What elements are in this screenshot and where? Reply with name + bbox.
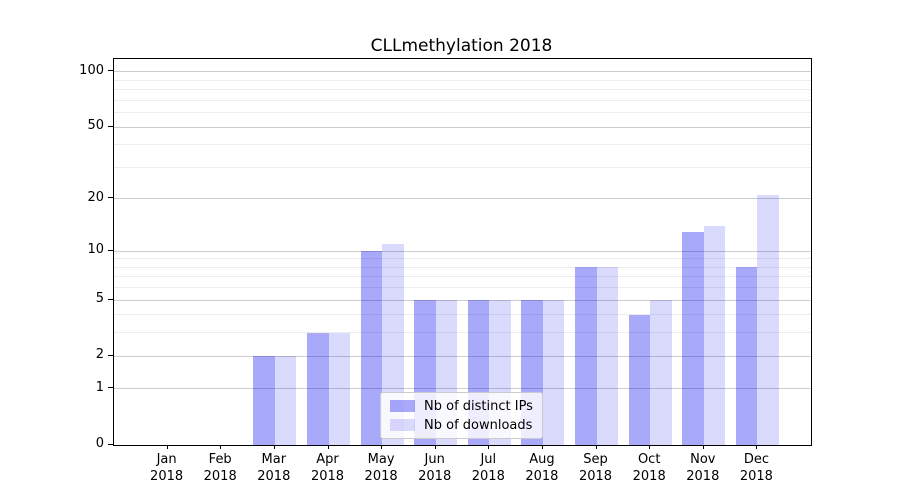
gridline-minor [114, 258, 811, 260]
y-tick-mark [108, 249, 113, 251]
bar-downloads-oct [650, 300, 672, 445]
y-tick-label: 0 [95, 436, 104, 451]
gridline-major [114, 126, 811, 128]
y-tick-mark [108, 354, 113, 356]
bar-distinct-ips-mar [253, 356, 275, 445]
y-tick-label: 1 [95, 379, 104, 395]
gridline-minor [114, 99, 811, 101]
bar-downloads-apr [328, 332, 350, 445]
legend-item: Nb of downloads [390, 417, 533, 433]
bar-distinct-ips-sep [575, 267, 597, 445]
bar-distinct-ips-dec [735, 267, 758, 445]
legend-swatch-downloads [390, 419, 415, 431]
bar-distinct-ips-apr [307, 332, 329, 445]
gridline-minor [114, 166, 811, 168]
y-tick-label: 50 [87, 118, 104, 133]
bar-distinct-ips-may [360, 251, 383, 445]
x-tick-mark [541, 445, 543, 449]
y-tick-mark [108, 443, 113, 445]
gridline-major [114, 299, 811, 301]
gridline-minor [114, 89, 811, 90]
gridline-minor [114, 332, 811, 334]
y-tick-mark [108, 70, 113, 72]
gridline-minor [114, 276, 811, 278]
gridline-minor [114, 112, 811, 113]
x-tick-label: Apr 2018 [310, 452, 345, 484]
x-tick-mark [649, 445, 651, 449]
bar-distinct-ips-oct [628, 314, 651, 445]
y-tick-mark [108, 298, 113, 300]
y-tick-label: 100 [79, 62, 104, 78]
bar-downloads-aug [542, 300, 565, 445]
x-tick-mark [488, 445, 490, 449]
bar-downloads-nov [703, 226, 726, 445]
gridline-minor [114, 314, 811, 316]
y-tick-mark [108, 197, 113, 199]
legend-label-distinct-ips: Nb of distinct IPs [424, 398, 533, 414]
x-tick-label: Aug 2018 [525, 452, 559, 484]
gridline-minor [114, 287, 811, 289]
gridline-minor [114, 79, 811, 81]
x-tick-label: Oct 2018 [632, 452, 666, 484]
y-tick-label: 10 [87, 242, 104, 257]
x-tick-label: Jan 2018 [150, 452, 184, 484]
y-tick-label: 5 [95, 291, 104, 307]
x-tick-mark [166, 445, 168, 449]
x-tick-mark [273, 445, 275, 449]
bar-distinct-ips-nov [682, 231, 704, 445]
chart-title: CLLmethylation 2018 [370, 36, 553, 56]
x-tick-label: Jul 2018 [471, 452, 505, 484]
legend-item: Nb of distinct IPs [390, 398, 533, 414]
bar-downloads-dec [757, 195, 779, 445]
x-tick-label: Dec 2018 [739, 452, 773, 484]
x-tick-mark [434, 445, 436, 449]
y-tick-mark [108, 387, 113, 389]
x-tick-mark [595, 445, 597, 449]
x-tick-label: Mar 2018 [257, 452, 291, 484]
plot-area [113, 58, 812, 446]
gridline-major [114, 71, 811, 73]
gridline-major [114, 388, 811, 390]
x-tick-mark [702, 445, 704, 449]
x-tick-label: Nov 2018 [686, 452, 720, 484]
x-tick-mark [381, 445, 383, 449]
x-tick-label: Sep 2018 [578, 452, 613, 484]
gridline-major [114, 198, 811, 200]
gridline-minor [114, 144, 811, 146]
x-tick-mark [756, 445, 758, 449]
bar-downloads-mar [274, 356, 297, 445]
x-tick-label: Feb 2018 [203, 452, 237, 484]
y-tick-mark [108, 125, 113, 127]
legend-swatch-distinct-ips [390, 400, 415, 412]
gridline-minor [114, 266, 811, 268]
x-tick-mark [327, 445, 329, 449]
y-tick-label: 20 [87, 189, 104, 205]
x-tick-label: May 2018 [364, 452, 398, 484]
x-tick-mark [220, 445, 222, 449]
legend: Nb of distinct IPs Nb of downloads [380, 392, 543, 439]
bar-downloads-sep [596, 267, 618, 445]
gridline-major [114, 355, 811, 357]
x-tick-label: Jun 2018 [418, 452, 452, 484]
legend-label-downloads: Nb of downloads [424, 417, 533, 433]
y-tick-label: 2 [95, 347, 104, 363]
gridline-major [114, 250, 811, 252]
